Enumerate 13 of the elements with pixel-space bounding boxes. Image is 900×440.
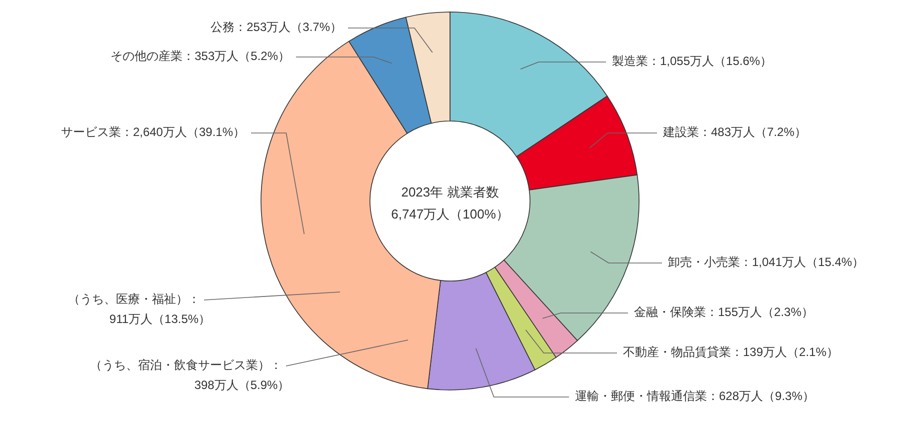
text: （うち、医療・福祉）： 911万人（13.5%） <box>68 292 211 326</box>
slice-label: サービス業：2,640万人（39.1%） <box>60 125 245 140</box>
slice-label: 金融・保険業：155万人（2.3%） <box>634 305 814 320</box>
text: 2023年 就業者数 <box>401 184 499 200</box>
slice-label: 製造業：1,055万人（15.6%） <box>612 54 772 68</box>
slice-label: 建設業：483万人（7.2%） <box>662 125 806 140</box>
text: （うち、宿泊・飲食サービス業）： 398万人（5.9%） <box>90 358 290 392</box>
text: 6,747万人（100%） <box>391 206 509 222</box>
slice-label: 運輸・郵便・情報通信業：628万人（9.3%） <box>575 389 814 404</box>
slice-label: 不動産・物品賃貸業：139万人（2.1%） <box>623 345 838 360</box>
slice-label: その他の産業：353万人（5.2%） <box>110 49 290 64</box>
slice-label: 卸売・小売業：1,041万人（15.4%） <box>668 255 864 270</box>
slice-label: 公務：253万人（3.7%） <box>210 20 342 34</box>
